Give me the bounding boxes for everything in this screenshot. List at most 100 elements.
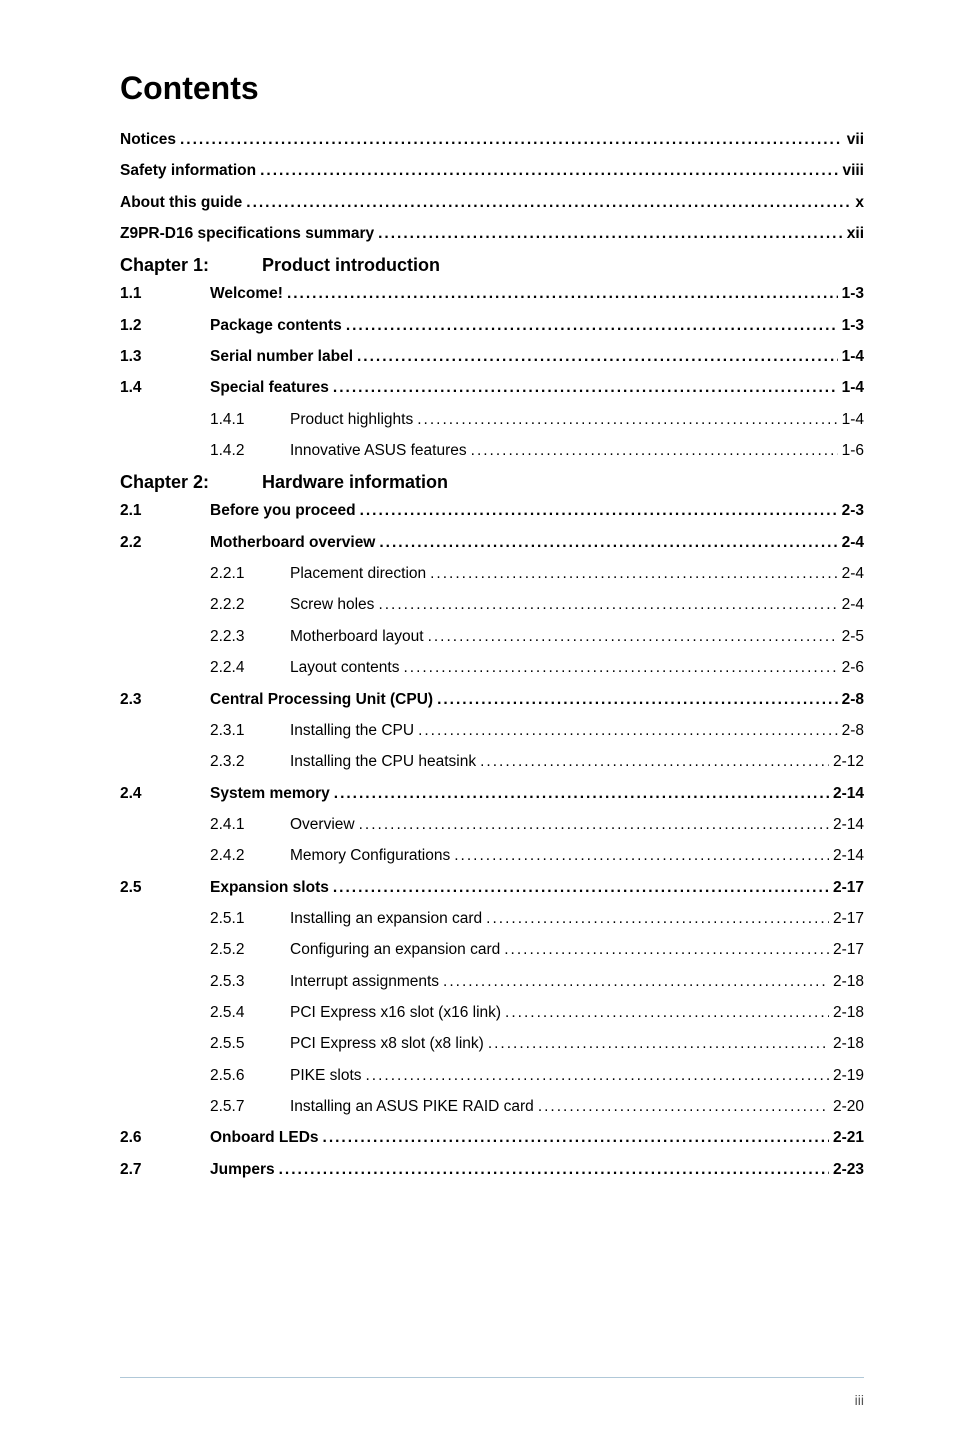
toc-label: Installing the CPU — [290, 718, 414, 744]
toc-number: 1.4 — [120, 375, 210, 401]
toc-label: PCI Express x16 slot (x16 link) — [290, 1000, 501, 1026]
toc-section-line: 2.7Jumpers2-23 — [120, 1157, 864, 1183]
toc-section-line: 1.2Package contents1-3 — [120, 313, 864, 339]
toc-dots — [534, 1094, 829, 1120]
toc-dots — [424, 624, 838, 650]
toc-subsection-line: 2.5.6PIKE slots 2-19 — [120, 1063, 864, 1089]
toc-subnumber: 2.5.4 — [210, 1000, 290, 1026]
toc-label: Welcome! — [210, 281, 283, 307]
toc-label: Installing an expansion card — [290, 906, 482, 932]
toc-number: 2.6 — [120, 1125, 210, 1151]
toc-dots — [482, 906, 829, 932]
toc-page: 2-19 — [829, 1063, 864, 1089]
toc-subsection-line: 2.4.1Overview2-14 — [120, 812, 864, 838]
toc-page: 2-17 — [829, 937, 864, 963]
toc-label: Memory Configurations — [290, 843, 450, 869]
toc-number: 2.4 — [120, 781, 210, 807]
toc-dots — [500, 937, 829, 963]
toc-subnumber: 2.5.7 — [210, 1094, 290, 1120]
toc-label: Screw holes — [290, 592, 374, 618]
toc-front-line: Safety information viii — [120, 158, 864, 184]
chapter-title: Hardware information — [262, 472, 448, 493]
toc-page: 2-8 — [838, 687, 864, 713]
toc-dots — [450, 843, 829, 869]
toc-dots — [242, 190, 851, 216]
toc-dots — [501, 1000, 829, 1026]
toc-front-line: Z9PR-D16 specifications summaryxii — [120, 221, 864, 247]
toc-subnumber: 2.2.1 — [210, 561, 290, 587]
toc-dots — [329, 375, 838, 401]
toc-label: Serial number label — [210, 344, 353, 370]
toc-label: Safety information — [120, 158, 256, 184]
toc-dots — [374, 221, 843, 247]
toc-number: 2.3 — [120, 687, 210, 713]
toc-label: About this guide — [120, 190, 242, 216]
toc-front-line: Noticesvii — [120, 127, 864, 153]
toc-subsection-line: 2.5.2Configuring an expansion card2-17 — [120, 937, 864, 963]
toc-subsection-line: 2.5.5PCI Express x8 slot (x8 link)2-18 — [120, 1031, 864, 1057]
toc-page: 1-6 — [838, 438, 864, 464]
toc-label: Motherboard overview — [210, 530, 375, 556]
toc-page: 2-4 — [838, 561, 864, 587]
toc-dots — [319, 1125, 829, 1151]
toc-dots — [476, 749, 829, 775]
toc-page: 1-4 — [838, 344, 864, 370]
toc-page: 2-14 — [829, 843, 864, 869]
toc-subsection-line: 2.2.2Screw holes2-4 — [120, 592, 864, 618]
toc-subsection-line: 2.5.3Interrupt assignments2-18 — [120, 969, 864, 995]
chapter-number: Chapter 2: — [120, 472, 262, 493]
toc-page: 1-4 — [838, 407, 864, 433]
toc-dots — [426, 561, 837, 587]
toc-label: Z9PR-D16 specifications summary — [120, 221, 374, 247]
toc-label: Notices — [120, 127, 176, 153]
toc-page: 2-12 — [829, 749, 864, 775]
chapter-number: Chapter 1: — [120, 255, 262, 276]
toc-subsection-line: 2.3.1Installing the CPU2-8 — [120, 718, 864, 744]
toc-subnumber: 2.3.2 — [210, 749, 290, 775]
toc-subsection-line: 2.3.2Installing the CPU heatsink2-12 — [120, 749, 864, 775]
toc-subnumber: 2.2.2 — [210, 592, 290, 618]
toc-label: Overview — [290, 812, 355, 838]
toc-page: 2-18 — [829, 1000, 864, 1026]
toc-section-line: 1.4Special features1-4 — [120, 375, 864, 401]
toc-page: 1-3 — [838, 313, 864, 339]
toc-page: 1-4 — [838, 375, 864, 401]
toc-subsection-line: 2.2.4Layout contents2-6 — [120, 655, 864, 681]
toc-dots — [439, 969, 829, 995]
toc-subnumber: 2.5.5 — [210, 1031, 290, 1057]
toc-dots — [256, 158, 838, 184]
toc-label: Product highlights — [290, 407, 413, 433]
toc-page: viii — [838, 158, 864, 184]
toc-label: Placement direction — [290, 561, 426, 587]
toc-subsection-line: 2.5.7Installing an ASUS PIKE RAID card2-… — [120, 1094, 864, 1120]
toc-section-line: 2.5Expansion slots2-17 — [120, 875, 864, 901]
toc-label: Installing an ASUS PIKE RAID card — [290, 1094, 534, 1120]
toc-dots — [275, 1157, 829, 1183]
toc-section-line: 2.3Central Processing Unit (CPU)2-8 — [120, 687, 864, 713]
toc-subnumber: 1.4.1 — [210, 407, 290, 433]
toc-subnumber: 2.4.2 — [210, 843, 290, 869]
toc-subsection-line: 2.2.1Placement direction 2-4 — [120, 561, 864, 587]
toc-number: 2.2 — [120, 530, 210, 556]
toc-subsection-line: 2.5.1Installing an expansion card2-17 — [120, 906, 864, 932]
chapter-title: Product introduction — [262, 255, 440, 276]
toc-label: PIKE slots — [290, 1063, 362, 1089]
toc-subsection-line: 2.5.4PCI Express x16 slot (x16 link) 2-18 — [120, 1000, 864, 1026]
toc-dots — [413, 407, 837, 433]
toc-dots — [329, 875, 829, 901]
toc-number: 2.1 — [120, 498, 210, 524]
toc-label: Jumpers — [210, 1157, 275, 1183]
toc-page: 2-8 — [838, 718, 864, 744]
page-number: iii — [855, 1392, 864, 1408]
toc-page: 2-23 — [829, 1157, 864, 1183]
toc-label: Layout contents — [290, 655, 399, 681]
toc-dots — [353, 344, 838, 370]
toc-page: 1-3 — [838, 281, 864, 307]
toc-subnumber: 2.5.6 — [210, 1063, 290, 1089]
toc-section-line: 1.3Serial number label1-4 — [120, 344, 864, 370]
footer-line — [120, 1377, 864, 1378]
toc-page: 2-3 — [838, 498, 864, 524]
toc-subnumber: 1.4.2 — [210, 438, 290, 464]
toc-subnumber: 2.4.1 — [210, 812, 290, 838]
toc-page: x — [851, 190, 864, 216]
